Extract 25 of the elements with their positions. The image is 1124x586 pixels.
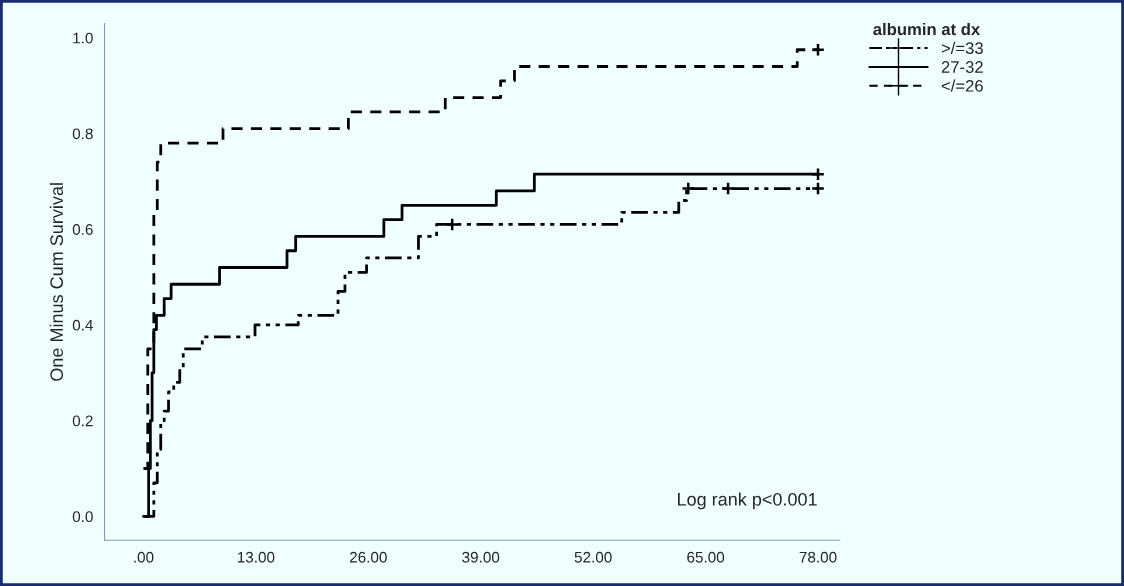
legend-title: albumin at dx [873,22,981,36]
x-tick-label: 78.00 [799,551,837,563]
legend-label: 27-32 [941,61,983,73]
legend-label: >/=33 [941,41,983,55]
x-tick-label: 13.00 [237,551,275,563]
y-axis-title: One Minus Cum Survival [49,183,64,381]
x-tick-label: 52.00 [574,551,612,563]
y-tick-label: 0.2 [72,415,93,427]
point [445,217,460,232]
point [721,181,736,196]
point [810,167,826,182]
y-tick-label: 0.0 [72,511,93,523]
x-tick-label: 39.00 [462,551,500,563]
legend-label: </=26 [941,79,983,92]
x-tick-label: .00 [134,551,154,563]
y-tick-label: 0.6 [72,224,93,235]
x-tick-label: 65.00 [687,551,725,563]
point [681,181,696,196]
x-tick-label: 26.00 [349,551,387,563]
annotation: Log rank p<0.001 [678,492,817,510]
y-tick-label: 0.8 [72,128,93,140]
point [810,181,826,196]
y-tick-label: 0.4 [72,319,93,331]
y-tick-label: 1.0 [73,32,93,44]
point [810,42,826,57]
